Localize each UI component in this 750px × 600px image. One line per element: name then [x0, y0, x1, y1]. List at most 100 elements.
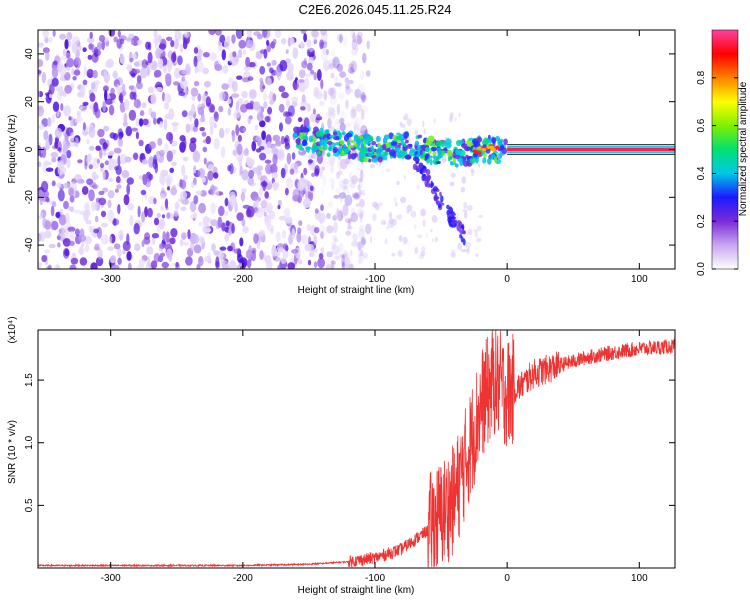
noise-blob: [280, 135, 286, 145]
noise-blob: [68, 187, 74, 197]
noise-blob: [126, 37, 132, 42]
noise-blob: [74, 174, 82, 182]
noise-blob: [259, 250, 264, 260]
noise-blob: [202, 146, 208, 153]
noise-blob: [60, 103, 64, 111]
colorbar-tick-label: 0.0: [696, 262, 707, 276]
noise-blob: [127, 203, 134, 211]
noise-blob: [103, 70, 108, 78]
transition-blob: [478, 163, 481, 168]
noise-blob: [97, 248, 103, 260]
noise-blob: [331, 259, 335, 269]
noise-blob: [338, 242, 344, 253]
noise-blob: [218, 44, 223, 52]
noise-blob: [243, 148, 250, 157]
signal-blob: [398, 142, 402, 147]
noise-blob: [337, 63, 342, 71]
noise-blob: [303, 33, 307, 43]
transition-blob: [336, 171, 341, 179]
noise-blob: [118, 94, 122, 102]
signal-blob: [296, 129, 300, 136]
noise-blob: [48, 83, 55, 95]
noise-blob: [133, 68, 141, 74]
noise-blob: [117, 138, 124, 147]
noise-blob: [107, 190, 115, 199]
noise-blob: [224, 127, 230, 135]
snr-frame: [37, 329, 676, 569]
noise-blob: [193, 47, 199, 54]
signal-blob: [377, 142, 382, 149]
noise-blob: [344, 256, 351, 268]
noise-blob: [286, 99, 290, 108]
noise-blob: [88, 126, 96, 138]
noise-blob: [38, 232, 42, 242]
noise-blob: [162, 65, 167, 74]
signal-blob: [346, 139, 351, 147]
noise-blob: [330, 178, 335, 191]
noise-blob: [284, 116, 292, 125]
signal-blob: [436, 147, 442, 151]
y-tick-label: -20: [24, 190, 35, 205]
noise-blob: [201, 131, 207, 137]
noise-blob: [54, 140, 59, 149]
signal-blob: [403, 131, 409, 139]
noise-blob: [323, 90, 328, 101]
noise-blob: [104, 160, 110, 166]
signal-blob: [367, 152, 374, 157]
noise-blob: [251, 250, 256, 262]
noise-blob: [318, 253, 324, 260]
noise-blob: [138, 139, 144, 147]
noise-blob: [197, 168, 206, 178]
noise-blob: [127, 262, 132, 269]
noise-blob: [259, 184, 264, 197]
transition-blob: [406, 204, 413, 212]
noise-blob: [245, 102, 254, 110]
noise-blob: [210, 219, 218, 227]
noise-blob: [350, 108, 357, 119]
noise-blob: [174, 67, 182, 79]
noise-blob: [47, 117, 52, 127]
snr-ylabel: SNR (10 * v/v): [7, 420, 18, 484]
noise-blob: [95, 256, 104, 267]
noise-blob: [51, 180, 56, 187]
noise-blob: [77, 159, 83, 164]
noise-blob: [217, 216, 223, 228]
noise-blob: [336, 33, 344, 42]
transition-blob: [414, 129, 419, 136]
noise-blob: [210, 202, 216, 215]
noise-blob: [89, 145, 95, 151]
noise-blob: [282, 243, 288, 250]
noise-blob: [138, 118, 144, 127]
branch-blob: [451, 216, 456, 220]
noise-blob: [198, 256, 204, 267]
noise-blob: [57, 242, 61, 248]
noise-blob: [114, 166, 119, 171]
signal-blob: [313, 126, 319, 133]
noise-blob: [182, 138, 187, 150]
noise-blob: [347, 67, 355, 74]
noise-blob: [238, 49, 243, 59]
noise-blob: [308, 243, 315, 252]
noise-blob: [245, 56, 251, 68]
noise-blob: [246, 259, 252, 269]
noise-blob: [210, 184, 216, 196]
branch-blob: [430, 180, 434, 188]
transition-blob: [352, 233, 358, 242]
noise-blob: [102, 187, 109, 193]
noise-blob: [136, 81, 143, 90]
noise-blob: [298, 220, 303, 226]
noise-blob: [328, 111, 334, 118]
noise-blob: [147, 207, 153, 218]
x-tick-label: 0: [504, 573, 510, 584]
transition-blob: [360, 192, 366, 196]
transition-blob: [353, 214, 357, 221]
noise-blob: [51, 66, 59, 79]
noise-blob: [219, 34, 226, 43]
noise-blob: [332, 214, 338, 221]
noise-blob: [86, 138, 90, 145]
noise-blob: [228, 260, 237, 269]
noise-blob: [224, 210, 229, 217]
noise-blob: [213, 111, 219, 122]
noise-blob: [309, 251, 315, 258]
noise-blob: [297, 227, 302, 235]
